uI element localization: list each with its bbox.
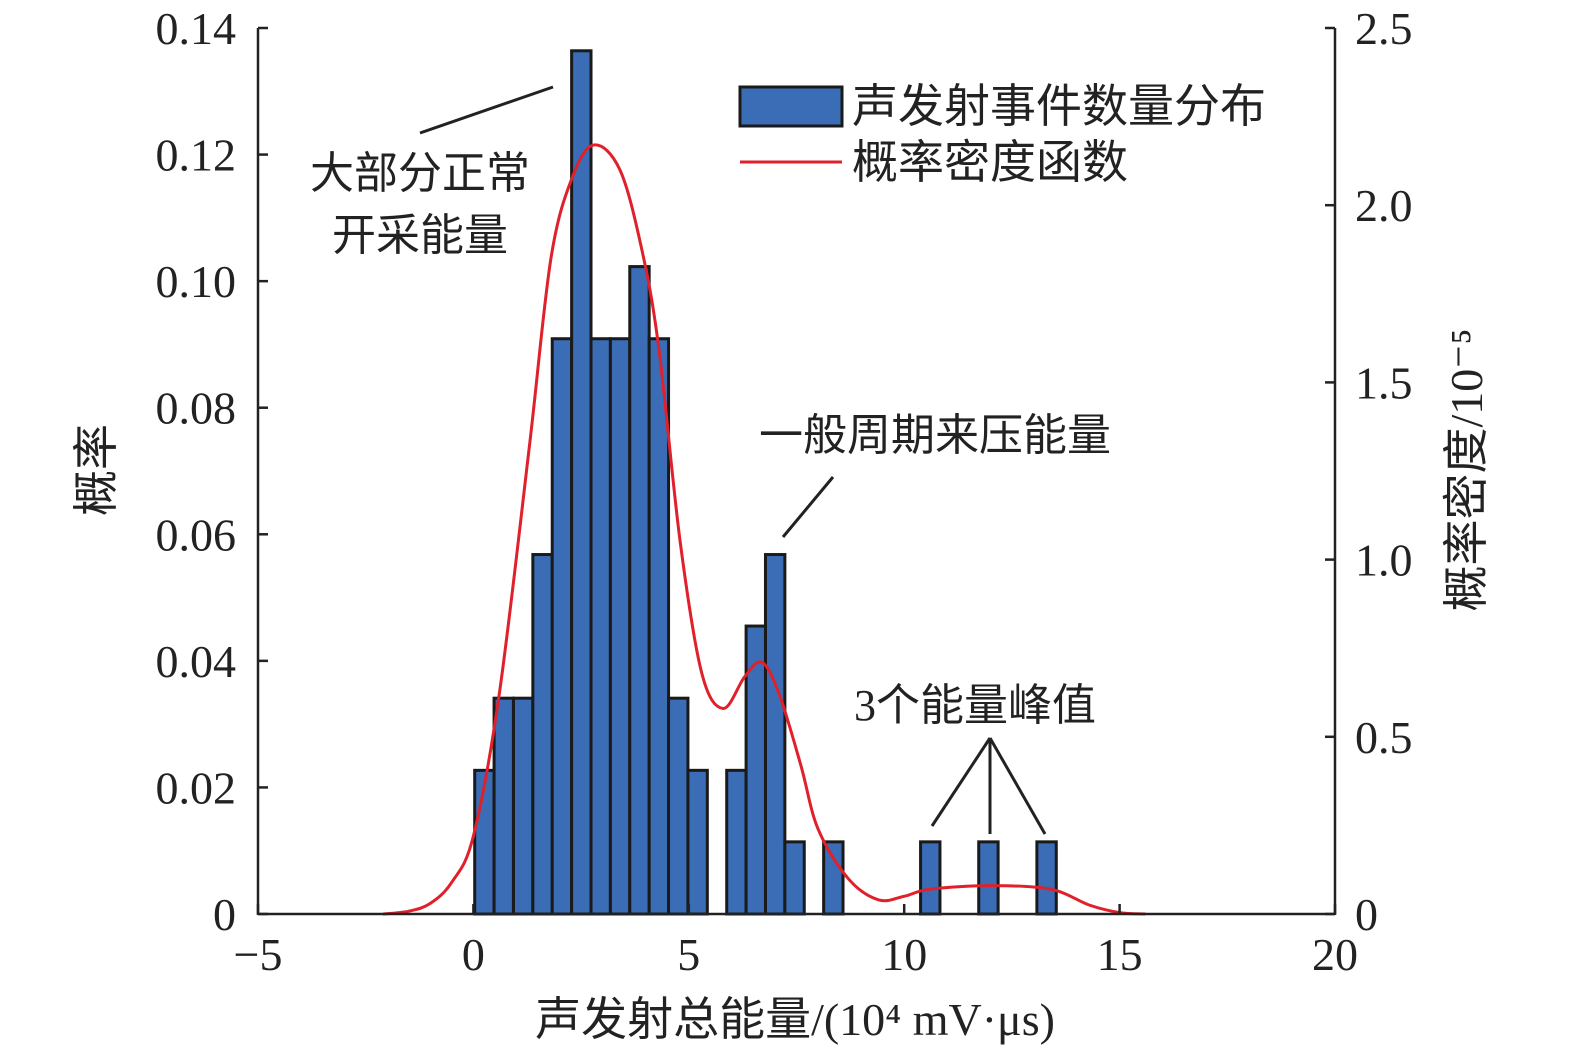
y-tick-label: 0.04 (156, 636, 237, 687)
x-tick-label: 15 (1097, 929, 1143, 980)
histogram-bar (783, 840, 806, 916)
x-tick-label: 5 (677, 929, 700, 980)
histogram-bar (589, 337, 612, 916)
legend: 声发射事件数量分布 概率密度函数 (738, 81, 1266, 188)
histogram-bar (531, 553, 554, 916)
pdf-curve (382, 143, 1146, 916)
annotation-normal-line1: 大部分正常 (310, 149, 530, 198)
histogram-bar (1035, 840, 1058, 916)
histogram-bar (919, 840, 942, 916)
histogram-bar (763, 553, 787, 916)
annotations (419, 85, 1047, 835)
x-tick-label: 10 (881, 929, 927, 980)
y-tick-label: 0.14 (156, 3, 237, 54)
legend-swatch-histogram (738, 85, 844, 128)
histogram-bar (511, 696, 535, 916)
annotation-leader-periodic (781, 476, 835, 538)
ticks-group: −5 0 5 10 15 2000.020.040.060.080.100.120.140… (156, 3, 1413, 980)
bars-group (473, 49, 1058, 916)
legend-label-pdf: 概率密度函数 (852, 137, 1128, 188)
annotation-leader-normal (419, 85, 554, 135)
y-tick-label: 0.08 (156, 383, 237, 434)
histogram-bar (492, 696, 515, 916)
annotation-normal-line2: 开采能量 (332, 211, 508, 260)
histogram-bar (725, 768, 748, 916)
y2-tick-label: 0 (1355, 889, 1378, 940)
histogram-bar (667, 696, 690, 916)
y-tick-label: 0 (213, 889, 236, 940)
x-axis-label: 声发射总能量/(10⁴ mV·μs) (535, 994, 1055, 1045)
x-tick-label: 20 (1312, 929, 1358, 980)
annotation-peaks: 3个能量峰值 (854, 681, 1096, 730)
x-tick-label: −5 (234, 929, 283, 980)
y2-tick-label: 2.0 (1355, 180, 1413, 231)
histogram-bar (647, 337, 671, 916)
y2-tick-label: 2.5 (1355, 3, 1413, 54)
histogram-bar (686, 768, 709, 916)
y-tick-label: 0.12 (156, 130, 237, 181)
histogram-bar (628, 265, 651, 916)
y2-tick-label: 1.0 (1355, 535, 1413, 586)
histogram-bar (822, 840, 845, 916)
y-tick-label: 0.06 (156, 509, 237, 560)
legend-label-histogram: 声发射事件数量分布 (852, 81, 1266, 132)
axes (256, 28, 1337, 916)
y-axis-label: 概率 (71, 424, 122, 516)
annotation-leader-peak-3 (988, 737, 1047, 835)
histogram-bar (608, 337, 632, 916)
histogram-bar (977, 840, 1000, 916)
y-tick-label: 0.10 (156, 256, 237, 307)
histogram-bar (550, 337, 574, 916)
annotation-periodic: 一般周期来压能量 (759, 411, 1111, 460)
histogram-bar (570, 49, 593, 916)
y2-tick-label: 1.5 (1355, 357, 1413, 408)
annotation-leader-peak-1 (930, 737, 992, 827)
x-tick-label: 0 (462, 929, 485, 980)
y2-tick-label: 0.5 (1355, 712, 1413, 763)
y2-axis-label: 概率密度/10⁻⁵ (1441, 328, 1492, 611)
y-tick-label: 0.02 (156, 762, 237, 813)
